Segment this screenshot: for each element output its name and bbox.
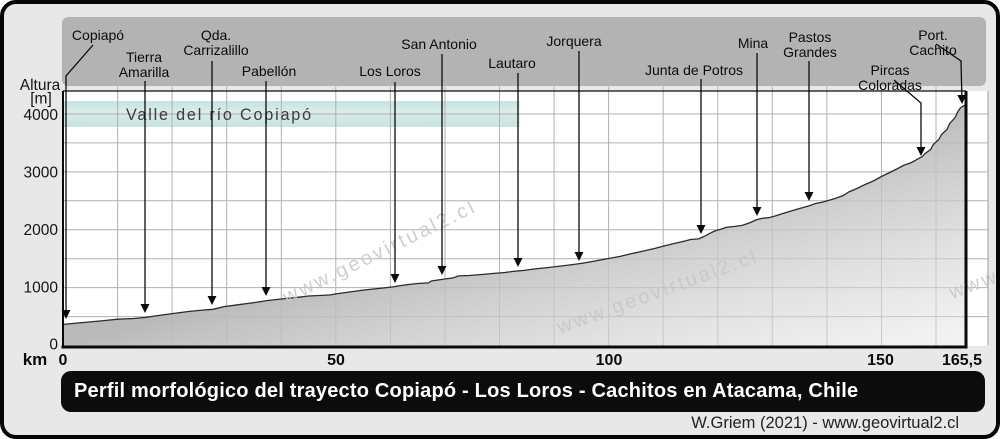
x-axis-unit: km	[23, 350, 48, 369]
plot-frame	[61, 90, 989, 349]
y-tick-3000: 3000	[24, 165, 59, 182]
x-tick-0: 0	[59, 352, 68, 369]
x-tick-165-5: 165,5	[942, 352, 982, 369]
chart-title-bar: Perfil morfológico del trayecto Copiapó …	[61, 371, 985, 412]
place-pointers	[61, 43, 967, 319]
elevation-profile-line	[62, 103, 967, 326]
y-tick-0: 0	[49, 337, 58, 354]
y-tick-2000: 2000	[24, 222, 59, 239]
y-axis-title: Altura	[20, 77, 61, 94]
place-pointer-arrow	[935, 43, 967, 104]
x-tick-50: 50	[327, 352, 345, 369]
y-tick-1000: 1000	[24, 280, 59, 297]
elevation-profile-area	[63, 104, 967, 346]
x-tick-150: 150	[867, 352, 894, 369]
valley-banner-label: Valle del río Copiapó	[126, 106, 313, 124]
x-tick-100: 100	[596, 352, 623, 369]
credit-line: W.Griem (2021) - www.geovirtual2.cl	[691, 414, 959, 432]
y-axis-unit: [m]	[30, 91, 52, 108]
y-tick-4000: 4000	[24, 107, 59, 124]
chart-canvas: Valle del río Copiapó www.geovirtual2.cl…	[20, 17, 996, 369]
place-pointer-arrow	[61, 44, 94, 319]
y-axis: Altura [m] 4000 3000 2000 1000 0	[20, 77, 61, 354]
place-label-band	[62, 17, 986, 86]
elevation-profile	[62, 103, 967, 346]
place-pointer-arrow	[893, 79, 926, 156]
x-axis: km 0 50 100 150 165,5	[23, 350, 982, 369]
